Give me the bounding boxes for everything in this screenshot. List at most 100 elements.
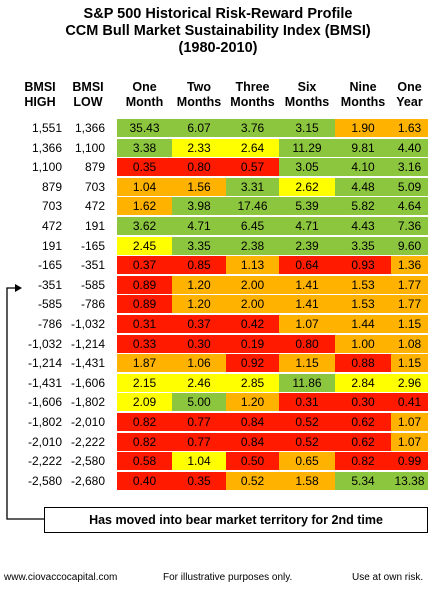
value-cell: 0.40 [117, 471, 172, 490]
value-cell: 0.42 [226, 315, 279, 333]
table-row: -1,606 -1,802 2.09 5.00 1.20 0.31 0.30 0.41 [0, 393, 436, 412]
value-cell: 3.62 [117, 217, 172, 235]
bmsi-low-cell: -1,431 [70, 356, 105, 371]
value-cell: 1.15 [391, 354, 428, 373]
value-cell: 0.93 [335, 256, 391, 275]
value-cell: 2.38 [226, 236, 279, 255]
value-cell: 0.84 [226, 432, 279, 451]
header-one-month: One Month [117, 80, 172, 110]
bmsi-high-cell: 879 [41, 179, 62, 194]
bmsi-high-cell: -1,802 [27, 415, 62, 429]
value-cell: 1.63 [391, 119, 428, 137]
header-six-months-line-1: Six [297, 80, 317, 94]
bmsi-low-cell: -2,222 [70, 434, 105, 449]
value-cell: 1.58 [279, 471, 335, 490]
table-row: 1,366 1,100 3.38 2.33 2.64 11.29 9.81 4.40 [0, 138, 436, 158]
value-cell: 0.84 [226, 413, 279, 431]
table-row: -2,222 -2,580 0.58 1.04 0.50 0.65 0.82 0.99 [0, 452, 436, 471]
header-two-months-line-1: Two [186, 80, 212, 94]
value-cell: 1.41 [279, 295, 335, 314]
bmsi-high-cell: -2,222 [27, 454, 62, 469]
value-cell: 13.38 [391, 471, 428, 490]
bmsi-low-cell: 1,100 [74, 140, 105, 155]
header-two-months: Two Months [172, 80, 226, 110]
header-two-months-line-2: Months [176, 95, 222, 109]
value-cell: 3.05 [279, 158, 335, 177]
table-row: -786 -1,032 0.31 0.37 0.42 1.07 1.44 1.15 [0, 315, 436, 334]
value-cell: 0.82 [117, 432, 172, 451]
table-row: 1,100 879 0.35 0.80 0.57 3.05 4.10 3.16 [0, 158, 436, 177]
bmsi-low-cell: 191 [84, 219, 105, 233]
bmsi-high-cell: -165 [37, 258, 62, 273]
value-cell: 1.53 [335, 295, 391, 314]
table-row: -351 -585 0.89 1.20 2.00 1.41 1.53 1.77 [0, 275, 436, 295]
footer-website: www.ciovaccocapital.com [4, 572, 118, 583]
bracket-line [6, 287, 44, 520]
value-cell: 2.85 [226, 373, 279, 392]
bracket-arrowhead [15, 284, 22, 292]
bmsi-high-cell: -1,214 [27, 356, 62, 371]
value-cell: 2.39 [279, 236, 335, 255]
value-cell: 2.00 [226, 295, 279, 314]
value-cell: 0.50 [226, 452, 279, 471]
header-one-year-line-1: One [397, 80, 422, 94]
table-row: -2,580 -2,680 0.40 0.35 0.52 1.58 5.34 13.38 [0, 471, 436, 491]
value-cell: 4.43 [335, 217, 391, 235]
bmsi-high-cell: -585 [37, 297, 62, 312]
header-one-month-line-2: Month [125, 95, 164, 109]
value-cell: 0.57 [226, 158, 279, 177]
value-cell: 0.64 [279, 256, 335, 275]
value-cell: 0.35 [172, 471, 226, 490]
value-cell: 4.40 [391, 138, 428, 157]
value-cell: 0.80 [279, 334, 335, 353]
value-cell: 0.30 [172, 334, 226, 353]
value-cell: 0.33 [117, 334, 172, 353]
value-cell: 0.65 [279, 452, 335, 471]
value-cell: 1.06 [172, 354, 226, 373]
bear-market-callout: Has moved into bear market territory for… [44, 507, 428, 533]
value-cell: 7.36 [391, 217, 428, 235]
value-cell: 1.00 [335, 334, 391, 353]
value-cell: 3.31 [226, 177, 279, 196]
value-cell: 3.35 [335, 236, 391, 255]
header-bmsi-high: BMSI HIGH [18, 80, 62, 110]
value-cell: 0.77 [172, 432, 226, 451]
value-cell: 0.58 [117, 452, 172, 471]
bmsi-low-cell: -786 [80, 297, 105, 312]
value-cell: 5.34 [335, 471, 391, 490]
value-cell: 2.33 [172, 138, 226, 157]
value-cell: 0.99 [391, 452, 428, 471]
value-cell: 11.29 [279, 138, 335, 157]
bmsi-low-cell: -2,010 [70, 415, 105, 429]
value-cell: 1.41 [279, 275, 335, 294]
value-cell: 2.96 [391, 373, 428, 392]
bmsi-low-cell: -585 [80, 277, 105, 292]
bmsi-high-cell: -1,431 [27, 375, 62, 390]
bmsi-low-cell: -1,606 [70, 375, 105, 390]
value-cell: 0.31 [117, 315, 172, 333]
bmsi-high-cell: -1,606 [27, 395, 62, 410]
header-bmsi-high-line-2: HIGH [24, 95, 56, 109]
value-cell: 1.77 [391, 295, 428, 314]
header-one-year: One Year [391, 80, 428, 110]
bmsi-high-cell: -786 [37, 317, 62, 331]
bmsi-low-cell: -2,580 [70, 454, 105, 469]
value-cell: 0.35 [117, 158, 172, 177]
value-cell: 1.77 [391, 275, 428, 294]
value-cell: 1.44 [335, 315, 391, 333]
bmsi-low-cell: -1,214 [70, 336, 105, 351]
value-cell: 6.45 [226, 217, 279, 235]
value-cell: 3.16 [391, 158, 428, 177]
bmsi-low-cell: 703 [84, 179, 105, 194]
value-cell: 1.07 [391, 413, 428, 431]
value-cell: 2.15 [117, 373, 172, 392]
value-cell: 6.07 [172, 119, 226, 137]
value-cell: 0.62 [335, 432, 391, 451]
table-row: 472 191 3.62 4.71 6.45 4.71 4.43 7.36 [0, 217, 436, 236]
header-bmsi-high-line-1: BMSI [24, 80, 56, 94]
header-one-year-line-2: Year [396, 95, 423, 109]
value-cell: 0.92 [226, 354, 279, 373]
value-cell: 4.48 [335, 177, 391, 196]
header-six-months: Six Months [279, 80, 335, 110]
